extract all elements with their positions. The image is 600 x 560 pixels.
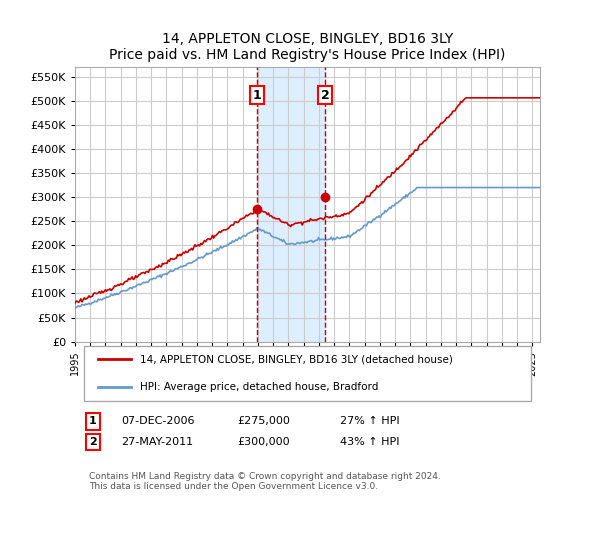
Text: 1: 1 <box>89 416 97 426</box>
FancyBboxPatch shape <box>84 346 531 401</box>
Text: 2: 2 <box>320 88 329 101</box>
Text: £300,000: £300,000 <box>238 437 290 447</box>
Text: 27-MAY-2011: 27-MAY-2011 <box>121 437 194 447</box>
Bar <box>257 67 325 342</box>
Text: 2: 2 <box>89 437 97 447</box>
Text: 43% ↑ HPI: 43% ↑ HPI <box>340 437 400 447</box>
Text: HPI: Average price, detached house, Bradford: HPI: Average price, detached house, Brad… <box>140 382 379 392</box>
Text: 07-DEC-2006: 07-DEC-2006 <box>121 416 195 426</box>
Text: 1: 1 <box>253 88 261 101</box>
Text: Contains HM Land Registry data © Crown copyright and database right 2024.
This d: Contains HM Land Registry data © Crown c… <box>89 472 440 491</box>
Text: £275,000: £275,000 <box>238 416 290 426</box>
Text: 14, APPLETON CLOSE, BINGLEY, BD16 3LY (detached house): 14, APPLETON CLOSE, BINGLEY, BD16 3LY (d… <box>140 354 453 364</box>
Title: 14, APPLETON CLOSE, BINGLEY, BD16 3LY
Price paid vs. HM Land Registry's House Pr: 14, APPLETON CLOSE, BINGLEY, BD16 3LY Pr… <box>109 32 506 62</box>
Text: 27% ↑ HPI: 27% ↑ HPI <box>340 416 400 426</box>
